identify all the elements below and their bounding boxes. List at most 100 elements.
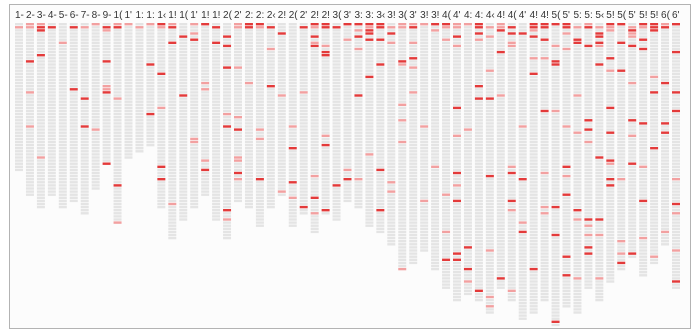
cell-empty bbox=[69, 47, 78, 51]
cell-empty bbox=[672, 196, 680, 199]
cell-empty bbox=[661, 54, 670, 57]
cell-empty bbox=[332, 190, 341, 193]
cell-empty bbox=[639, 224, 648, 227]
cell-empty bbox=[58, 202, 67, 206]
cell-empty bbox=[431, 81, 440, 85]
cell-empty bbox=[58, 174, 67, 178]
cell-empty bbox=[376, 35, 385, 38]
cell-empty bbox=[15, 106, 23, 110]
cell-empty bbox=[310, 109, 319, 113]
cell-empty bbox=[157, 91, 166, 94]
cell-empty bbox=[518, 199, 527, 203]
cell-hit bbox=[485, 249, 494, 252]
cell-empty bbox=[562, 221, 571, 224]
cell-empty bbox=[551, 246, 560, 249]
cell-empty bbox=[201, 35, 210, 38]
cell-empty bbox=[223, 23, 232, 26]
cell-empty bbox=[190, 196, 199, 199]
cell-empty bbox=[507, 125, 516, 128]
cell-empty bbox=[463, 227, 472, 230]
cell-empty bbox=[190, 128, 199, 131]
cell-empty bbox=[661, 44, 670, 48]
cell-empty bbox=[551, 50, 560, 54]
cell-empty bbox=[58, 143, 67, 147]
cell-empty bbox=[58, 26, 67, 29]
cell-empty bbox=[562, 240, 571, 243]
cell-empty bbox=[573, 236, 582, 240]
cell-empty bbox=[299, 78, 308, 82]
cell-empty bbox=[606, 193, 615, 196]
cell-empty bbox=[453, 131, 461, 134]
cell-hit bbox=[595, 44, 604, 48]
cell-empty bbox=[431, 72, 440, 75]
column-label: 1- bbox=[15, 10, 24, 21]
cell-empty bbox=[365, 171, 374, 175]
cell-empty bbox=[551, 159, 560, 162]
cell-empty bbox=[277, 35, 286, 38]
cell-empty bbox=[299, 88, 308, 91]
cell-empty bbox=[485, 190, 494, 193]
cell-empty bbox=[168, 178, 177, 181]
cell-empty bbox=[69, 23, 78, 26]
cell-empty bbox=[15, 165, 23, 168]
cell-empty bbox=[310, 178, 319, 181]
cell-empty bbox=[507, 193, 516, 196]
cell-empty bbox=[343, 103, 352, 106]
cell-empty bbox=[266, 112, 275, 116]
cell-empty bbox=[310, 103, 319, 106]
cell-empty bbox=[343, 116, 352, 119]
cell-hit bbox=[398, 23, 407, 26]
cell-empty bbox=[595, 202, 604, 206]
cell-empty bbox=[661, 66, 670, 69]
cell-empty bbox=[595, 212, 604, 215]
cell-empty bbox=[157, 78, 166, 82]
cell-empty bbox=[212, 168, 221, 172]
cell-empty bbox=[453, 240, 461, 243]
cell-empty bbox=[212, 94, 221, 97]
cell-empty bbox=[606, 199, 615, 203]
cell-empty bbox=[420, 240, 429, 243]
cell-empty bbox=[485, 165, 494, 168]
cell-empty bbox=[80, 109, 89, 113]
cell-empty bbox=[442, 277, 451, 280]
cell-empty bbox=[617, 81, 626, 85]
cell-empty bbox=[672, 165, 680, 168]
cell-hit bbox=[518, 32, 527, 35]
cell-empty bbox=[91, 150, 100, 153]
cell-empty bbox=[573, 159, 582, 162]
cell-empty bbox=[244, 196, 253, 199]
cell-empty bbox=[485, 187, 494, 190]
cell-hit bbox=[628, 81, 637, 85]
cell-empty bbox=[420, 81, 429, 85]
cell-empty bbox=[584, 178, 593, 181]
cell-empty bbox=[409, 72, 418, 75]
cell-empty bbox=[573, 81, 582, 85]
cell-empty bbox=[562, 292, 571, 296]
cell-empty bbox=[354, 38, 363, 41]
cell-empty bbox=[431, 147, 440, 150]
cell-empty bbox=[485, 280, 494, 283]
cell-empty bbox=[529, 187, 538, 190]
cell-empty bbox=[58, 97, 67, 100]
cell-empty bbox=[453, 137, 461, 141]
cell-empty bbox=[420, 32, 429, 35]
cell-empty bbox=[496, 47, 505, 51]
cell-empty bbox=[299, 178, 308, 181]
cell-empty bbox=[201, 60, 210, 63]
cell-empty bbox=[234, 181, 242, 184]
cell-empty bbox=[595, 140, 604, 144]
column-label: 2! bbox=[311, 10, 319, 21]
cell-hit bbox=[606, 178, 615, 181]
cell-empty bbox=[244, 97, 253, 100]
cell-empty bbox=[650, 94, 659, 97]
cell-empty bbox=[58, 153, 67, 156]
cell-empty bbox=[584, 280, 593, 283]
cell-empty bbox=[573, 240, 582, 243]
cell-empty bbox=[179, 109, 188, 113]
cell-empty bbox=[474, 44, 483, 48]
cell-empty bbox=[244, 29, 253, 32]
cell-empty bbox=[595, 75, 604, 79]
cell-empty bbox=[365, 193, 374, 196]
cell-empty bbox=[234, 174, 242, 178]
cell-empty bbox=[332, 50, 341, 54]
